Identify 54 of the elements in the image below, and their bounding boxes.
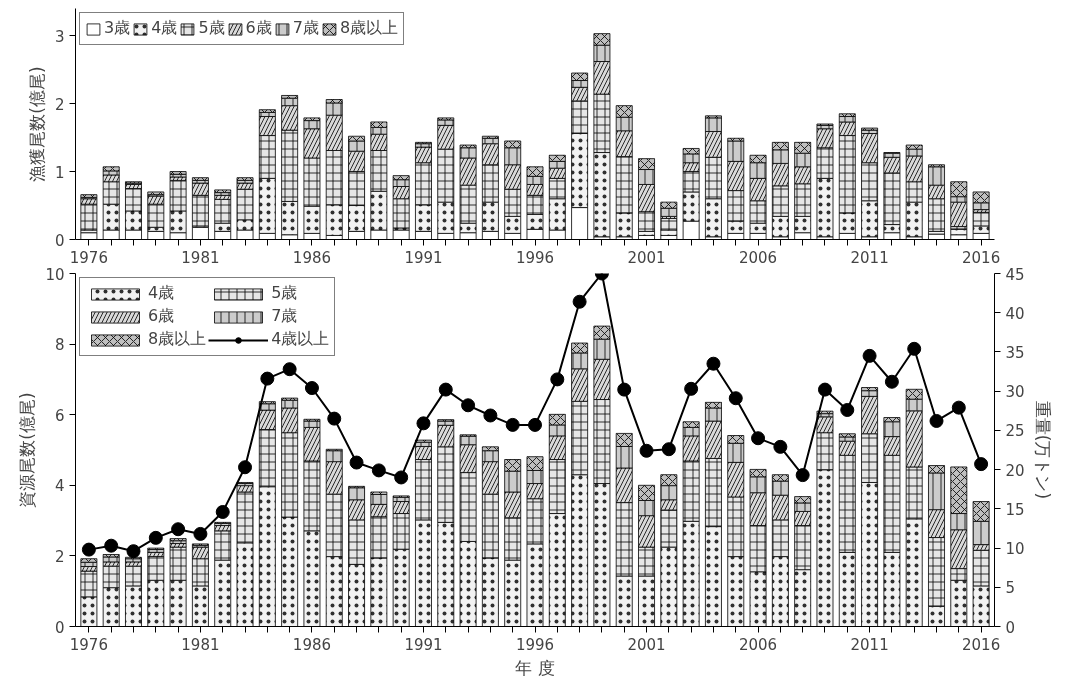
x-tick-label: 1976: [69, 635, 108, 654]
x-tick-label: 1981: [181, 635, 220, 654]
y2-tick-label: 25: [1005, 422, 1025, 441]
y-tick-label: 1: [54, 163, 65, 182]
legend-label: 8歳以上: [339, 18, 399, 39]
x-tick-label: 1976: [69, 248, 108, 267]
y-tick-label: 2: [54, 547, 65, 566]
y2-axis-title: 重量(万トン): [1032, 400, 1053, 500]
x-tick-label: 2016: [962, 248, 1001, 267]
x-tick-label: 1986: [292, 248, 332, 267]
y-tick-label: 0: [54, 231, 65, 250]
legend-label: 7歳: [292, 18, 319, 39]
y-tick-label: 4: [54, 477, 65, 496]
x-tick-label: 2016: [962, 635, 1001, 654]
x-tick-label: 2001: [627, 248, 666, 267]
legend-label: 4歳以上: [271, 329, 330, 350]
y-tick-label: 10: [45, 265, 65, 284]
x-tick-label: 1996: [515, 635, 555, 654]
x-tick-label: 1991: [404, 248, 443, 267]
x-axis-title: 年 度: [515, 657, 555, 678]
legend-label: 6歳: [148, 306, 175, 327]
legend-label: 4歳: [151, 18, 178, 39]
y2-tick-label: 45: [1005, 265, 1025, 284]
y-tick-label: 8: [54, 336, 65, 355]
y2-tick-label: 0: [1005, 618, 1016, 637]
x-tick-label: 2001: [627, 635, 666, 654]
x-tick-label: 1991: [404, 635, 443, 654]
y-tick-label: 6: [54, 406, 65, 425]
legend-label: 8歳以上: [148, 329, 207, 350]
legend-label: 3歳: [104, 18, 131, 39]
y2-tick-label: 10: [1005, 540, 1025, 559]
y2-tick-label: 15: [1005, 500, 1025, 519]
x-tick-label: 1996: [515, 248, 555, 267]
y-tick-label: 2: [54, 95, 65, 114]
legend-label: 5歳: [271, 283, 298, 304]
y2-tick-label: 5: [1005, 579, 1016, 598]
legend-label: 7歳: [271, 306, 298, 327]
x-tick-label: 2011: [850, 635, 889, 654]
x-tick-label: 2011: [850, 248, 889, 267]
legend-label: 4歳: [148, 283, 175, 304]
y-axis-title: 漁獲尾数(億尾): [26, 66, 47, 182]
y2-tick-label: 30: [1005, 383, 1025, 402]
x-tick-label: 2006: [738, 635, 778, 654]
legend-label: 6歳: [245, 18, 272, 39]
y-tick-label: 3: [54, 27, 65, 46]
legend-label: 5歳: [198, 18, 225, 39]
y2-tick-label: 40: [1005, 304, 1025, 323]
x-tick-label: 1986: [292, 635, 332, 654]
x-tick-label: 2006: [738, 248, 778, 267]
x-tick-label: 1981: [181, 248, 220, 267]
y-tick-label: 0: [54, 618, 65, 637]
y2-tick-label: 35: [1005, 343, 1025, 362]
y2-tick-label: 20: [1005, 461, 1025, 480]
y-axis-title: 資源尾数(億尾): [17, 392, 38, 508]
